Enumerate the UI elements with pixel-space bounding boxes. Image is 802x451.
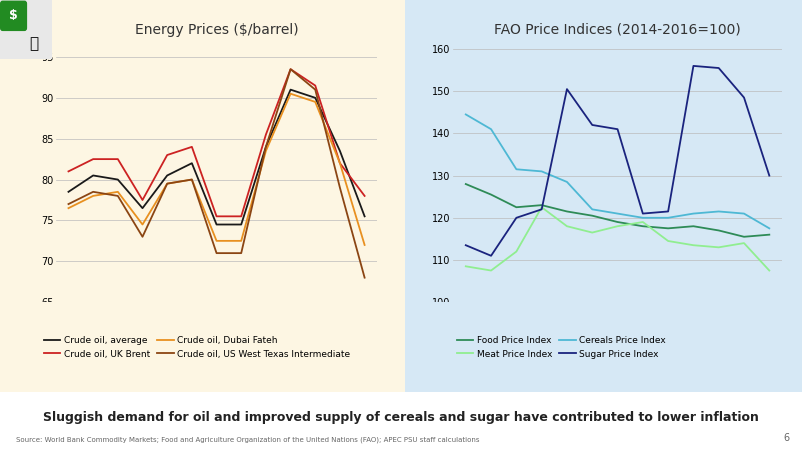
Text: $: $ xyxy=(9,9,18,23)
Text: Sluggish demand for oil and improved supply of cereals and sugar have contribute: Sluggish demand for oil and improved sup… xyxy=(43,411,759,423)
Legend: Crude oil, average, Crude oil, UK Brent, Crude oil, Dubai Fateh, Crude oil, US W: Crude oil, average, Crude oil, UK Brent,… xyxy=(44,336,350,359)
Title: FAO Price Indices (2014-2016=100): FAO Price Indices (2014-2016=100) xyxy=(494,23,741,37)
Title: Energy Prices ($/barrel): Energy Prices ($/barrel) xyxy=(135,23,298,37)
Legend: Food Price Index, Meat Price Index, Cereals Price Index, Sugar Price Index: Food Price Index, Meat Price Index, Cere… xyxy=(456,336,666,359)
Text: 🌽: 🌽 xyxy=(30,37,38,51)
FancyBboxPatch shape xyxy=(0,0,27,31)
Text: 6: 6 xyxy=(784,433,790,443)
Text: Source: World Bank Commodity Markets; Food and Agriculture Organization of the U: Source: World Bank Commodity Markets; Fo… xyxy=(16,437,480,443)
